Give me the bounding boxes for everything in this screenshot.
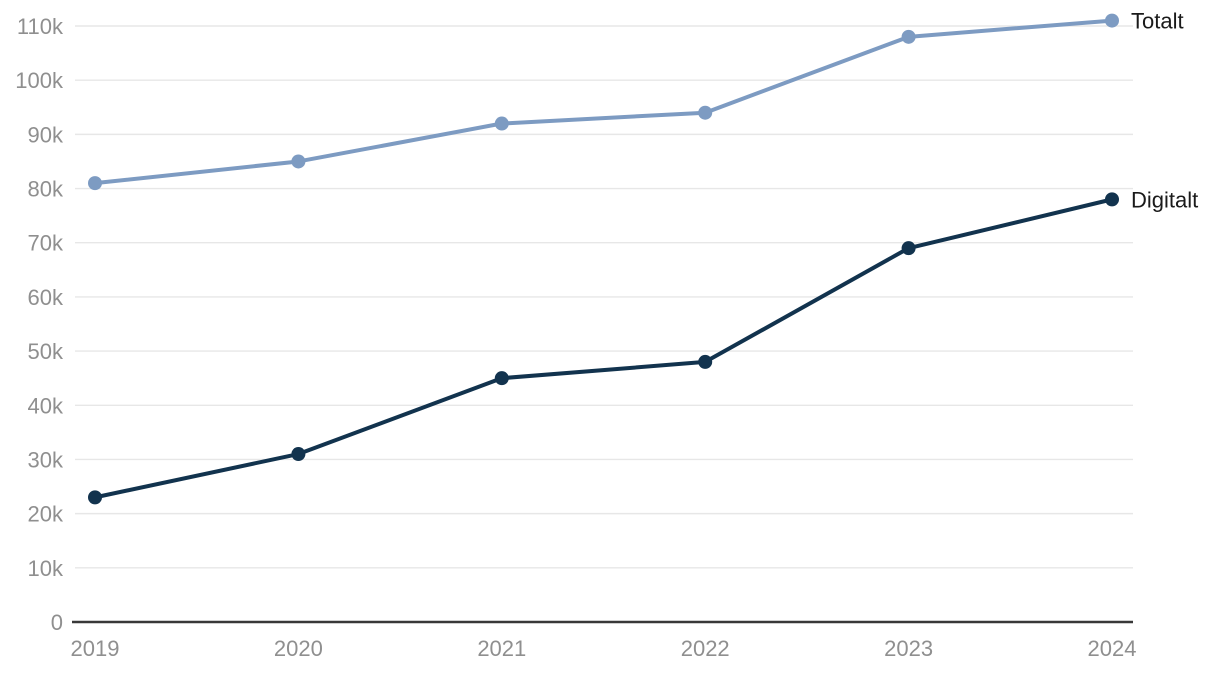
y-tick-label: 20k — [28, 502, 64, 527]
y-tick-label: 0 — [51, 610, 63, 635]
y-tick-label: 10k — [28, 556, 64, 581]
y-tick-label: 90k — [28, 122, 64, 147]
data-point-totalt-2021 — [494, 116, 509, 131]
data-point-totalt-2020 — [291, 154, 306, 169]
x-tick-label-2022: 2022 — [681, 636, 730, 661]
series-line-totalt — [93, 18, 1114, 186]
x-tick-label-2023: 2023 — [884, 636, 933, 661]
data-point-totalt-2024 — [1105, 13, 1119, 28]
y-tick-label: 80k — [28, 177, 64, 202]
y-tick-label: 110k — [17, 14, 64, 39]
series-line-digitalt — [93, 197, 1114, 500]
x-tick-label-2020: 2020 — [274, 636, 323, 661]
y-tick-label: 50k — [28, 339, 64, 364]
x-tick-label-2024: 2024 — [1088, 636, 1137, 661]
y-tick-label: 70k — [28, 231, 64, 256]
data-point-digitalt-2020 — [291, 447, 306, 462]
y-tick-label: 100k — [15, 68, 64, 93]
data-point-totalt-2023 — [901, 29, 916, 44]
y-tick-label: 60k — [28, 285, 64, 310]
data-point-totalt-2022 — [698, 105, 713, 120]
y-tick-label: 40k — [28, 393, 64, 418]
data-point-digitalt-2022 — [698, 354, 713, 369]
data-point-digitalt-2021 — [494, 371, 509, 386]
x-tick-label-2019: 2019 — [71, 636, 120, 661]
y-tick-label: 30k — [28, 447, 64, 472]
data-point-digitalt-2024 — [1105, 192, 1119, 207]
x-tick-label-2021: 2021 — [477, 636, 526, 661]
data-point-totalt-2019 — [88, 176, 102, 191]
data-point-digitalt-2023 — [901, 241, 916, 256]
data-point-digitalt-2019 — [88, 490, 102, 505]
series-end-label-totalt: Totalt — [1131, 9, 1184, 34]
series-end-label-digitalt: Digitalt — [1131, 187, 1198, 212]
